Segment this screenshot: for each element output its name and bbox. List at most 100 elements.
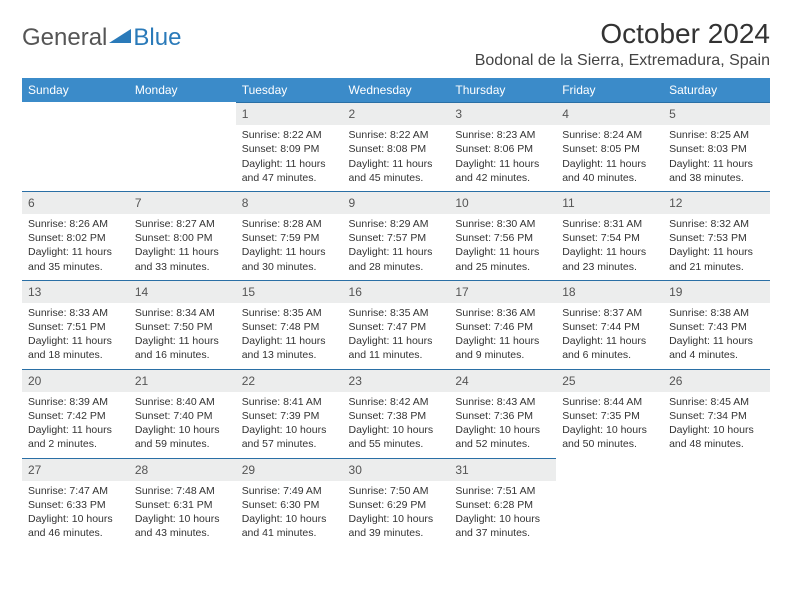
day-content: Sunrise: 8:41 AMSunset: 7:39 PMDaylight:…	[236, 392, 343, 458]
calendar-day-cell: 8Sunrise: 8:28 AMSunset: 7:59 PMDaylight…	[236, 191, 343, 280]
weekday-header: Saturday	[663, 78, 770, 102]
calendar-day-cell: 15Sunrise: 8:35 AMSunset: 7:48 PMDayligh…	[236, 280, 343, 369]
calendar-day-cell: .	[556, 458, 663, 547]
day-content: Sunrise: 8:43 AMSunset: 7:36 PMDaylight:…	[449, 392, 556, 458]
day-content: Sunrise: 7:49 AMSunset: 6:30 PMDaylight:…	[236, 481, 343, 547]
day-number: 5	[663, 102, 770, 125]
day-content: Sunrise: 7:51 AMSunset: 6:28 PMDaylight:…	[449, 481, 556, 547]
day-content: Sunrise: 8:34 AMSunset: 7:50 PMDaylight:…	[129, 303, 236, 369]
weekday-header: Tuesday	[236, 78, 343, 102]
logo-word1: General	[22, 24, 107, 52]
location: Bodonal de la Sierra, Extremadura, Spain	[475, 52, 770, 70]
weekday-header: Friday	[556, 78, 663, 102]
day-content: Sunrise: 8:22 AMSunset: 8:09 PMDaylight:…	[236, 125, 343, 191]
calendar-day-cell: 12Sunrise: 8:32 AMSunset: 7:53 PMDayligh…	[663, 191, 770, 280]
calendar-table: SundayMondayTuesdayWednesdayThursdayFrid…	[22, 78, 770, 546]
calendar-week-row: 6Sunrise: 8:26 AMSunset: 8:02 PMDaylight…	[22, 191, 770, 280]
day-number: 24	[449, 369, 556, 392]
header: General Blue October 2024 Bodonal de la …	[22, 18, 770, 70]
calendar-day-cell: 6Sunrise: 8:26 AMSunset: 8:02 PMDaylight…	[22, 191, 129, 280]
day-number: 10	[449, 191, 556, 214]
day-number: 19	[663, 280, 770, 303]
calendar-day-cell: 27Sunrise: 7:47 AMSunset: 6:33 PMDayligh…	[22, 458, 129, 547]
day-number: 25	[556, 369, 663, 392]
day-number: 17	[449, 280, 556, 303]
day-content: Sunrise: 8:28 AMSunset: 7:59 PMDaylight:…	[236, 214, 343, 280]
day-number: 22	[236, 369, 343, 392]
calendar-day-cell: 19Sunrise: 8:38 AMSunset: 7:43 PMDayligh…	[663, 280, 770, 369]
calendar-day-cell: 1Sunrise: 8:22 AMSunset: 8:09 PMDaylight…	[236, 102, 343, 191]
day-number: 18	[556, 280, 663, 303]
calendar-day-cell: 5Sunrise: 8:25 AMSunset: 8:03 PMDaylight…	[663, 102, 770, 191]
weekday-header: Thursday	[449, 78, 556, 102]
day-content: Sunrise: 8:36 AMSunset: 7:46 PMDaylight:…	[449, 303, 556, 369]
calendar-day-cell: 26Sunrise: 8:45 AMSunset: 7:34 PMDayligh…	[663, 369, 770, 458]
weekday-header-row: SundayMondayTuesdayWednesdayThursdayFrid…	[22, 78, 770, 102]
day-number: 2	[343, 102, 450, 125]
calendar-day-cell: 10Sunrise: 8:30 AMSunset: 7:56 PMDayligh…	[449, 191, 556, 280]
month-title: October 2024	[475, 18, 770, 50]
calendar-day-cell: 17Sunrise: 8:36 AMSunset: 7:46 PMDayligh…	[449, 280, 556, 369]
calendar-day-cell: 21Sunrise: 8:40 AMSunset: 7:40 PMDayligh…	[129, 369, 236, 458]
day-number: 26	[663, 369, 770, 392]
day-number: 8	[236, 191, 343, 214]
calendar-day-cell: .	[22, 102, 129, 191]
day-number: 4	[556, 102, 663, 125]
day-content: Sunrise: 8:33 AMSunset: 7:51 PMDaylight:…	[22, 303, 129, 369]
calendar-day-cell: 24Sunrise: 8:43 AMSunset: 7:36 PMDayligh…	[449, 369, 556, 458]
weekday-header: Wednesday	[343, 78, 450, 102]
calendar-day-cell: 16Sunrise: 8:35 AMSunset: 7:47 PMDayligh…	[343, 280, 450, 369]
calendar-day-cell: 3Sunrise: 8:23 AMSunset: 8:06 PMDaylight…	[449, 102, 556, 191]
day-content: Sunrise: 7:47 AMSunset: 6:33 PMDaylight:…	[22, 481, 129, 547]
day-content: Sunrise: 8:32 AMSunset: 7:53 PMDaylight:…	[663, 214, 770, 280]
day-content: Sunrise: 8:45 AMSunset: 7:34 PMDaylight:…	[663, 392, 770, 458]
day-content: Sunrise: 8:38 AMSunset: 7:43 PMDaylight:…	[663, 303, 770, 369]
calendar-day-cell: 31Sunrise: 7:51 AMSunset: 6:28 PMDayligh…	[449, 458, 556, 547]
calendar-day-cell: 18Sunrise: 8:37 AMSunset: 7:44 PMDayligh…	[556, 280, 663, 369]
calendar-body: .. 1Sunrise: 8:22 AMSunset: 8:09 PMDaylig…	[22, 102, 770, 546]
calendar-day-cell: 2Sunrise: 8:22 AMSunset: 8:08 PMDaylight…	[343, 102, 450, 191]
calendar-day-cell: 22Sunrise: 8:41 AMSunset: 7:39 PMDayligh…	[236, 369, 343, 458]
calendar-day-cell: .	[663, 458, 770, 547]
day-number: 6	[22, 191, 129, 214]
day-number: 23	[343, 369, 450, 392]
day-number: 15	[236, 280, 343, 303]
calendar-day-cell: 11Sunrise: 8:31 AMSunset: 7:54 PMDayligh…	[556, 191, 663, 280]
day-content: Sunrise: 8:26 AMSunset: 8:02 PMDaylight:…	[22, 214, 129, 280]
day-content: Sunrise: 8:39 AMSunset: 7:42 PMDaylight:…	[22, 392, 129, 458]
calendar-day-cell: 20Sunrise: 8:39 AMSunset: 7:42 PMDayligh…	[22, 369, 129, 458]
calendar-day-cell: 23Sunrise: 8:42 AMSunset: 7:38 PMDayligh…	[343, 369, 450, 458]
calendar-day-cell: 28Sunrise: 7:48 AMSunset: 6:31 PMDayligh…	[129, 458, 236, 547]
day-number: 21	[129, 369, 236, 392]
day-number: 9	[343, 191, 450, 214]
day-content: Sunrise: 7:50 AMSunset: 6:29 PMDaylight:…	[343, 481, 450, 547]
day-content: Sunrise: 8:35 AMSunset: 7:48 PMDaylight:…	[236, 303, 343, 369]
day-number: 28	[129, 458, 236, 481]
weekday-header: Monday	[129, 78, 236, 102]
day-content: Sunrise: 8:22 AMSunset: 8:08 PMDaylight:…	[343, 125, 450, 191]
day-number: 29	[236, 458, 343, 481]
day-content: Sunrise: 7:48 AMSunset: 6:31 PMDaylight:…	[129, 481, 236, 547]
calendar-day-cell: 13Sunrise: 8:33 AMSunset: 7:51 PMDayligh…	[22, 280, 129, 369]
day-number: 14	[129, 280, 236, 303]
day-content: Sunrise: 8:27 AMSunset: 8:00 PMDaylight:…	[129, 214, 236, 280]
day-number: 20	[22, 369, 129, 392]
logo: General Blue	[22, 18, 181, 52]
logo-triangle-icon	[109, 29, 131, 47]
day-number: 27	[22, 458, 129, 481]
calendar-day-cell: 25Sunrise: 8:44 AMSunset: 7:35 PMDayligh…	[556, 369, 663, 458]
calendar-day-cell: 29Sunrise: 7:49 AMSunset: 6:30 PMDayligh…	[236, 458, 343, 547]
day-number: 1	[236, 102, 343, 125]
day-number: 7	[129, 191, 236, 214]
day-number: 31	[449, 458, 556, 481]
calendar-day-cell: 9Sunrise: 8:29 AMSunset: 7:57 PMDaylight…	[343, 191, 450, 280]
calendar-day-cell: 7Sunrise: 8:27 AMSunset: 8:00 PMDaylight…	[129, 191, 236, 280]
calendar-day-cell: 14Sunrise: 8:34 AMSunset: 7:50 PMDayligh…	[129, 280, 236, 369]
calendar-day-cell: 30Sunrise: 7:50 AMSunset: 6:29 PMDayligh…	[343, 458, 450, 547]
day-number: 16	[343, 280, 450, 303]
logo-word2: Blue	[133, 24, 181, 51]
day-number: 30	[343, 458, 450, 481]
day-number: 3	[449, 102, 556, 125]
day-content: Sunrise: 8:25 AMSunset: 8:03 PMDaylight:…	[663, 125, 770, 191]
calendar-week-row: ..1Sunrise: 8:22 AMSunset: 8:09 PMDaylig…	[22, 102, 770, 191]
